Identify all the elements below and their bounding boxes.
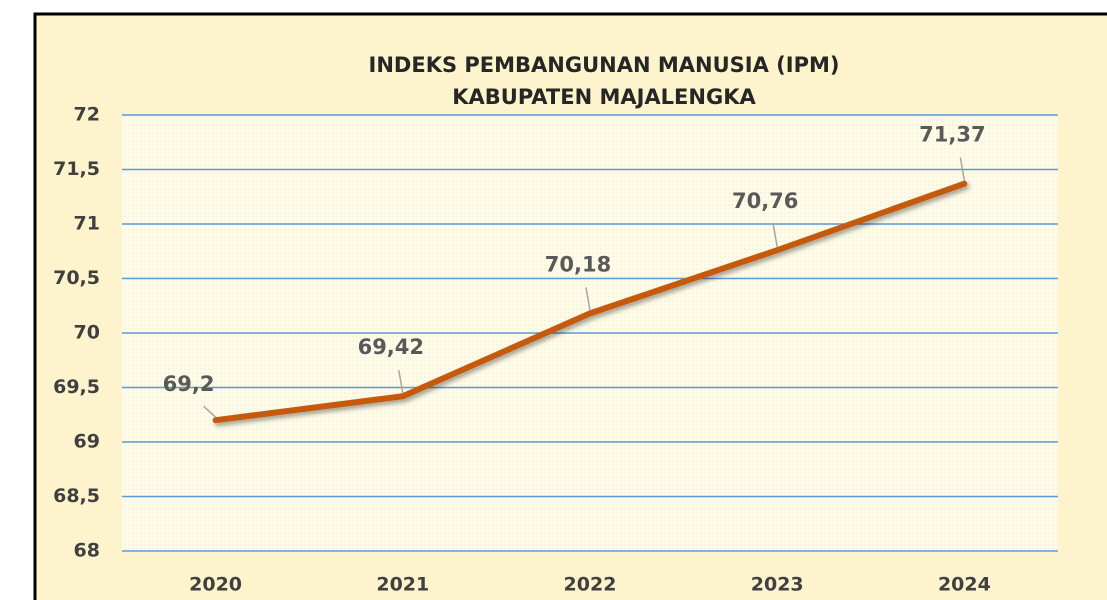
x-tick-label: 2022: [564, 574, 617, 596]
y-tick-label: 68,5: [53, 485, 100, 507]
y-tick-label: 70: [74, 322, 100, 344]
data-label: 69,2: [163, 372, 215, 396]
y-tick-label: 69,5: [53, 376, 100, 398]
leader-line: [203, 405, 217, 418]
leader-line: [959, 157, 966, 181]
y-tick-label: 71: [74, 213, 100, 235]
data-label: 70,18: [545, 252, 611, 276]
y-tick-label: 71,5: [53, 158, 100, 180]
leader-line: [585, 287, 591, 311]
x-tick-label: 2024: [938, 574, 991, 596]
data-label: 70,76: [732, 189, 798, 213]
x-tick-label: 2020: [189, 574, 242, 596]
chart-title: KABUPATEN MAJALENGKA: [452, 85, 756, 109]
data-label: 69,42: [358, 335, 424, 359]
chart-title: INDEKS PEMBANGUNAN MANUSIA (IPM): [369, 53, 840, 77]
data-line: [212, 180, 968, 424]
x-tick-label: 2021: [376, 574, 429, 596]
y-tick-label: 68: [74, 540, 100, 562]
y-tick-label: 69: [74, 431, 100, 453]
y-tick-label: 70,5: [53, 267, 100, 289]
leader-line: [398, 370, 404, 394]
leader-line: [772, 224, 778, 248]
data-label: 71,37: [919, 123, 985, 147]
x-tick-label: 2023: [751, 574, 804, 596]
y-tick-label: 72: [74, 104, 100, 126]
